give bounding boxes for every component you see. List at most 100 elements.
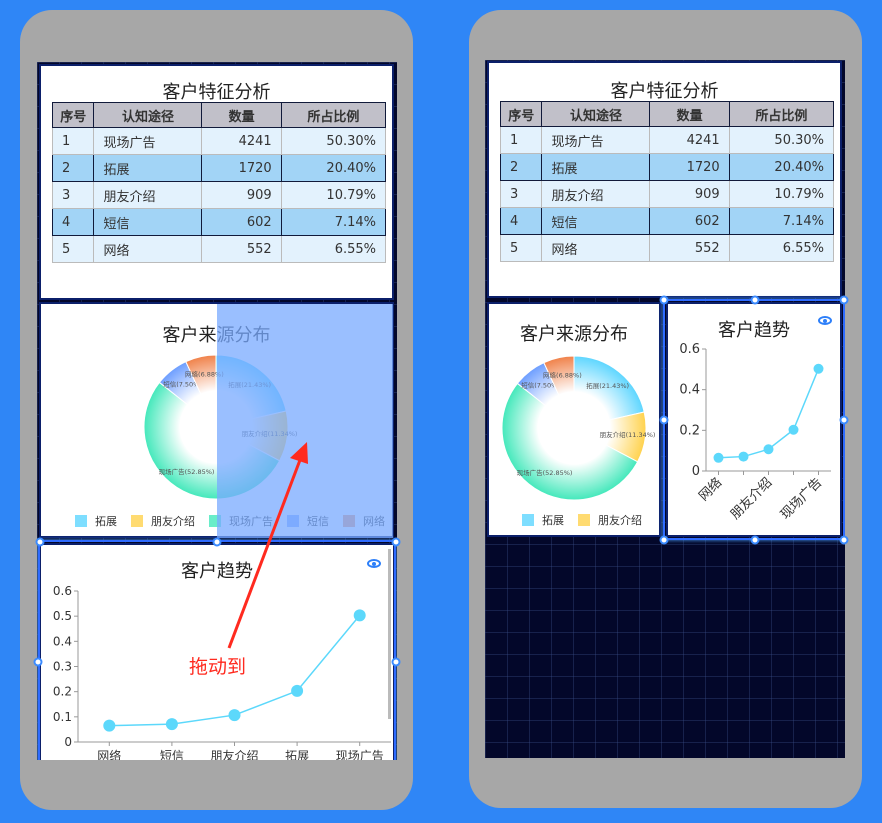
table-cell: 拓展 — [93, 154, 203, 182]
table-cell: 2 — [51, 154, 95, 182]
x-tick-label: 拓展 — [285, 749, 309, 760]
line-chart: 0 0.1 0.2 0.3 0.4 0.5 0.6 网络 短信 朋友介绍 拓展 现场广告 — [53, 584, 391, 760]
data-point-网络 — [713, 452, 724, 463]
table-header-row: 序号 认知途径 数量 所占比例 — [499, 101, 835, 127]
legend-label: 朋友介绍 — [598, 514, 642, 527]
table-header-row: 序号 认知途径 数量 所占比例 — [51, 102, 387, 128]
drag-annotation-text: 拖动到 — [189, 656, 247, 678]
legend-swatch — [75, 515, 87, 527]
table-cell: 1 — [499, 126, 543, 154]
table-cell: 网络 — [93, 235, 203, 263]
table-row[interactable]: 1 现场广告 4241 50.30% — [51, 127, 387, 155]
pie-slice-label: 朋友介绍(11.34%) — [600, 430, 656, 439]
column-header[interactable]: 序号 — [51, 102, 95, 128]
legend-swatch — [522, 514, 534, 526]
table-row[interactable]: 1 现场广告 4241 50.30% — [499, 126, 835, 154]
drag-drop-overlay — [217, 304, 393, 538]
table-row[interactable]: 5 网络 552 6.55% — [499, 234, 835, 262]
data-point-朋友介绍 — [763, 444, 774, 455]
customer-table: 序号 认知途径 数量 所占比例 1 现场广告 4241 50.30% 2 拓展 1720 20.40%… — [499, 101, 835, 262]
data-point-朋友介绍 — [228, 709, 241, 722]
column-header[interactable]: 数量 — [649, 101, 730, 127]
line-card[interactable]: 客户趋势 0 0.2 0.4 0.6 网络 朋友介绍 现场广告 — [666, 302, 842, 537]
resize-handle[interactable] — [659, 295, 669, 305]
selection-frame — [663, 299, 845, 540]
y-tick-label: 0.2 — [53, 685, 72, 699]
legend-item[interactable]: 拓展 — [522, 512, 564, 528]
table-cell: 6.55% — [728, 234, 835, 262]
table-card[interactable]: 客户特征分析 序号 认知途径 数量 所占比例 1 现场广告 4241 50.30% 2 拓展 172… — [487, 61, 842, 298]
column-header[interactable]: 序号 — [499, 101, 543, 127]
pie-slice-现场广告 — [501, 382, 639, 501]
resize-handle[interactable] — [35, 537, 45, 547]
table-cell: 朋友介绍 — [541, 180, 651, 208]
y-tick-label: 0 — [64, 735, 72, 749]
table-row[interactable]: 2 拓展 1720 20.40% — [51, 154, 387, 182]
scrollbar[interactable] — [388, 549, 391, 719]
table-cell: 1720 — [201, 154, 282, 182]
column-header[interactable]: 认知途径 — [541, 101, 651, 127]
table-row[interactable]: 4 短信 602 7.14% — [51, 208, 387, 236]
resize-handle[interactable] — [750, 535, 760, 545]
resize-handle[interactable] — [659, 535, 669, 545]
table-card[interactable]: 客户特征分析 序号 认知途径 数量 所占比例 1 现场广告 4241 50.30% 2 拓展 172… — [39, 64, 394, 300]
resize-handle[interactable] — [750, 295, 760, 305]
resize-handle[interactable] — [212, 537, 222, 547]
table-cell: 7.14% — [728, 207, 835, 235]
table-cell: 20.40% — [280, 154, 387, 182]
resize-handle[interactable] — [391, 657, 401, 667]
table-row[interactable]: 4 短信 602 7.14% — [499, 207, 835, 235]
data-point-现场广告 — [813, 363, 824, 374]
legend-item[interactable]: 朋友介绍 — [131, 513, 195, 529]
table-cell: 短信 — [541, 207, 651, 235]
table-title: 客户特征分析 — [162, 82, 271, 103]
resize-handle[interactable] — [839, 295, 849, 305]
selection-frame — [38, 540, 396, 760]
eye-icon[interactable] — [367, 559, 381, 568]
column-header[interactable]: 数量 — [201, 102, 282, 128]
table-cell: 7.14% — [280, 208, 387, 236]
table-cell: 4241 — [649, 126, 730, 154]
legend-item[interactable]: 朋友介绍 — [578, 512, 642, 528]
table-row[interactable]: 3 朋友介绍 909 10.79% — [499, 180, 835, 208]
y-tick-label: 0.4 — [53, 634, 72, 648]
table-cell: 5 — [51, 235, 95, 263]
pie-card[interactable]: 客户来源分布 拓展(21.43%) 朋友介绍(11.34%) 现场广告(52.85%… — [487, 302, 661, 537]
table-cell: 6.55% — [280, 235, 387, 263]
pie-slice-label: 网络(6.88%) — [543, 370, 582, 379]
table-cell: 909 — [649, 180, 730, 208]
line-card[interactable]: 客户趋势 0 0.1 0.2 0.3 0.4 0.5 0.6 网络 短信 朋友介绍 拓展 现场广告 — [39, 543, 395, 760]
table-cell: 2 — [499, 153, 543, 181]
table-row[interactable]: 5 网络 552 6.55% — [51, 235, 387, 263]
pie-slice-label: 短信(7.50%) — [521, 381, 560, 390]
data-point-网络 — [103, 719, 116, 732]
pie-slice-网络 — [185, 354, 217, 395]
y-tick-label: 0.6 — [53, 584, 72, 598]
resize-handle[interactable] — [839, 535, 849, 545]
customer-table: 序号 认知途径 数量 所占比例 1 现场广告 4241 50.30% 2 拓展 1720 20.40%… — [51, 102, 387, 263]
resize-handle[interactable] — [839, 415, 849, 425]
resize-handle[interactable] — [33, 657, 43, 667]
eye-icon[interactable] — [818, 316, 832, 325]
table-cell: 10.79% — [728, 180, 835, 208]
table-cell: 朋友介绍 — [93, 181, 203, 209]
column-header[interactable]: 认知途径 — [93, 102, 203, 128]
right-phone-screen: 客户特征分析 序号 认知途径 数量 所占比例 1 现场广告 4241 50.30% 2 拓展 172… — [485, 60, 845, 758]
table-row[interactable]: 3 朋友介绍 909 10.79% — [51, 181, 387, 209]
y-tick-label: 0 — [692, 464, 700, 479]
legend-item[interactable]: 拓展 — [75, 513, 117, 529]
table-cell: 909 — [201, 181, 282, 209]
pie-legend: 拓展 朋友介绍 — [522, 512, 642, 528]
table-row[interactable]: 2 拓展 1720 20.40% — [499, 153, 835, 181]
resize-handle[interactable] — [659, 415, 669, 425]
y-tick-label: 0.5 — [53, 609, 72, 623]
table-cell: 5 — [499, 234, 543, 262]
table-cell: 602 — [649, 207, 730, 235]
pie-slice-网络 — [543, 355, 575, 396]
table-cell: 现场广告 — [541, 126, 651, 154]
column-header[interactable]: 所占比例 — [280, 102, 387, 128]
column-header[interactable]: 所占比例 — [728, 101, 835, 127]
table-cell: 3 — [499, 180, 543, 208]
pie-slice-label: 短信(7.50%) — [163, 380, 202, 389]
resize-handle[interactable] — [391, 537, 401, 547]
